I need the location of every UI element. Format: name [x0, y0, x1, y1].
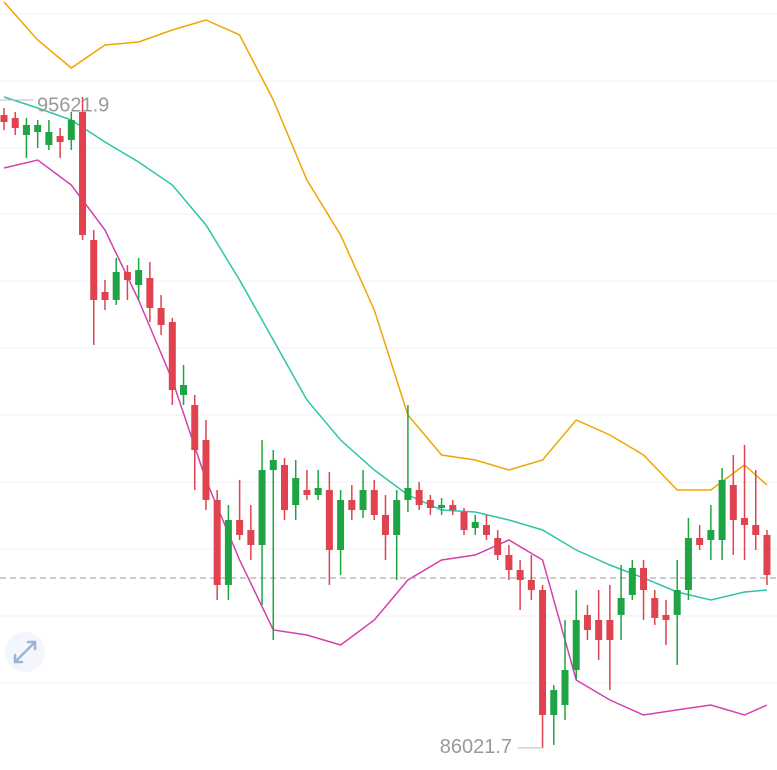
candle-body [595, 619, 603, 640]
candle-body [381, 514, 389, 535]
candle-body [146, 278, 154, 308]
candle-body [741, 518, 749, 525]
candle-body [157, 307, 165, 326]
candle-body [729, 484, 737, 520]
candle-body [168, 322, 176, 391]
candle-body [460, 511, 468, 531]
candle-body [348, 499, 356, 511]
candle-body [67, 119, 75, 140]
candle-body [269, 459, 277, 471]
candle-body [101, 291, 109, 300]
candle-body [651, 598, 659, 618]
candle-body [482, 524, 490, 535]
candle-body [763, 534, 771, 575]
candle-body [45, 131, 53, 146]
candle-body [325, 490, 333, 551]
high-label: 95621.9 [37, 94, 109, 116]
candle-body [123, 271, 131, 280]
candle-body [628, 567, 636, 595]
candle-body [213, 499, 221, 585]
candle-body [314, 487, 322, 495]
candle-body [359, 490, 367, 511]
candle-body [415, 490, 423, 505]
candle-body [11, 118, 19, 128]
candle-body [112, 271, 120, 300]
candle-body [718, 479, 726, 540]
candle-body [393, 499, 401, 535]
candle-body [583, 614, 591, 631]
candle-body [662, 614, 670, 620]
candle-body [449, 504, 457, 511]
candle-body [673, 590, 681, 615]
candle-body [494, 538, 502, 555]
candle-body [56, 135, 64, 143]
band-line [3, 96, 768, 601]
band-line [3, 159, 768, 716]
candle-body [426, 499, 434, 508]
candle-body [370, 490, 378, 515]
candle-body [696, 538, 704, 545]
candle-body [752, 524, 760, 535]
background-grid [0, 13, 777, 684]
candle-body [303, 490, 311, 495]
candle-body [684, 538, 692, 591]
candle-body [606, 619, 614, 640]
candle-body [191, 404, 199, 451]
candle-body [640, 567, 648, 591]
candle-body [707, 530, 715, 540]
expand-button[interactable] [5, 632, 45, 672]
candle-body [90, 239, 98, 300]
candle-body [337, 499, 345, 551]
candle-body [471, 522, 479, 528]
band-line [3, 1, 768, 491]
candle-body [281, 464, 288, 511]
candle-body [202, 439, 210, 500]
candle-body [505, 554, 513, 571]
candle-body [527, 579, 535, 591]
candle-body [561, 670, 569, 705]
candle-body [539, 590, 547, 715]
candle-body [135, 270, 143, 286]
candle-body [550, 690, 558, 715]
candle-body [404, 487, 412, 500]
candle-body [617, 598, 625, 615]
expand-icon[interactable] [13, 640, 37, 664]
low-label: 86021.7 [440, 736, 512, 758]
candle-body [180, 385, 188, 395]
candle-body [22, 125, 30, 135]
candle-body [236, 519, 244, 535]
candle-body [258, 470, 266, 545]
candle-body [516, 570, 524, 580]
candle-body [438, 504, 446, 508]
candle-body [79, 111, 87, 235]
candle-body [0, 114, 8, 123]
candle-body [247, 530, 255, 545]
candle-body [292, 478, 300, 505]
candle-body [34, 125, 42, 132]
candle-body [572, 619, 580, 671]
candle-body [224, 519, 232, 585]
